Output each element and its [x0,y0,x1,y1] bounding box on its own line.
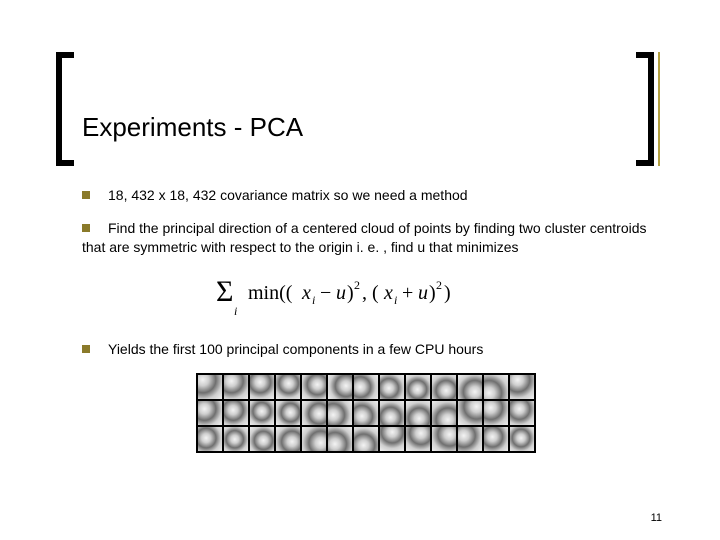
pc-cell [380,375,404,399]
pc-cell [198,401,222,425]
slide-title: Experiments - PCA [82,112,303,143]
pc-cell [276,375,300,399]
pc-cell [302,401,326,425]
pc-cell [224,401,248,425]
bullet-icon [82,191,90,199]
title-accent-line [658,52,660,166]
svg-text:x: x [383,282,393,304]
pc-cell [302,375,326,399]
svg-text:): ) [347,282,354,304]
pc-cell [406,427,430,451]
svg-text:u: u [336,282,346,304]
pc-cell [328,375,352,399]
pc-cell [432,427,456,451]
pc-grid-wrap [82,373,650,453]
svg-text:min((: min(( [248,282,293,304]
pc-cell [328,401,352,425]
pc-cell [354,427,378,451]
pc-cell [484,401,508,425]
pc-cell [276,401,300,425]
pc-cell [250,427,274,451]
svg-text:i: i [234,304,237,317]
svg-text:, (: , ( [362,282,379,304]
bullet-text: Find the principal direction of a center… [82,219,650,257]
title-bracket-left [56,52,74,166]
pc-cell [354,401,378,425]
svg-text:2: 2 [354,278,360,292]
bullet-icon [82,345,90,353]
svg-text:i: i [312,293,315,307]
page-number: 11 [651,512,662,524]
principal-components-grid [196,373,536,453]
bullet-icon [82,224,90,232]
svg-text:u: u [418,282,428,304]
pc-cell [510,401,534,425]
formula: Σ i min(( x i − u ) 2 , ( x i + u ) 2 ) [82,271,650,322]
pc-cell [380,427,404,451]
pc-cell [328,427,352,451]
bullet-text: 18, 432 x 18, 432 covariance matrix so w… [108,186,468,205]
pc-cell [406,401,430,425]
pc-cell [276,427,300,451]
title-bracket-right [636,52,654,166]
pc-cell [380,401,404,425]
pc-cell [354,375,378,399]
pc-cell [302,427,326,451]
pc-cell [406,375,430,399]
svg-text:): ) [429,282,436,304]
svg-text:+: + [402,282,413,304]
pc-cell [484,427,508,451]
bullet-item: 18, 432 x 18, 432 covariance matrix so w… [82,186,650,205]
svg-text:): ) [444,282,451,304]
slide: Experiments - PCA 18, 432 x 18, 432 cova… [0,0,720,540]
pc-cell [198,375,222,399]
pc-cell [250,375,274,399]
pc-cell [458,375,482,399]
pc-cell [432,401,456,425]
formula-svg: Σ i min(( x i − u ) 2 , ( x i + u ) 2 ) [216,271,516,317]
svg-text:−: − [320,282,331,304]
pc-cell [250,401,274,425]
pc-cell [224,375,248,399]
pc-cell [224,427,248,451]
pc-cell [458,401,482,425]
pc-cell [510,375,534,399]
bullet-item: Find the principal direction of a center… [82,219,650,257]
pc-cell [432,375,456,399]
svg-text:Σ: Σ [216,275,233,308]
pc-cell [198,427,222,451]
svg-text:x: x [301,282,311,304]
pc-cell [510,427,534,451]
bullet-item: Yields the first 100 principal component… [82,340,650,359]
svg-text:2: 2 [436,278,442,292]
svg-text:i: i [394,293,397,307]
pc-cell [458,427,482,451]
pc-cell [484,375,508,399]
slide-content: 18, 432 x 18, 432 covariance matrix so w… [82,186,650,453]
bullet-text: Yields the first 100 principal component… [108,340,483,359]
